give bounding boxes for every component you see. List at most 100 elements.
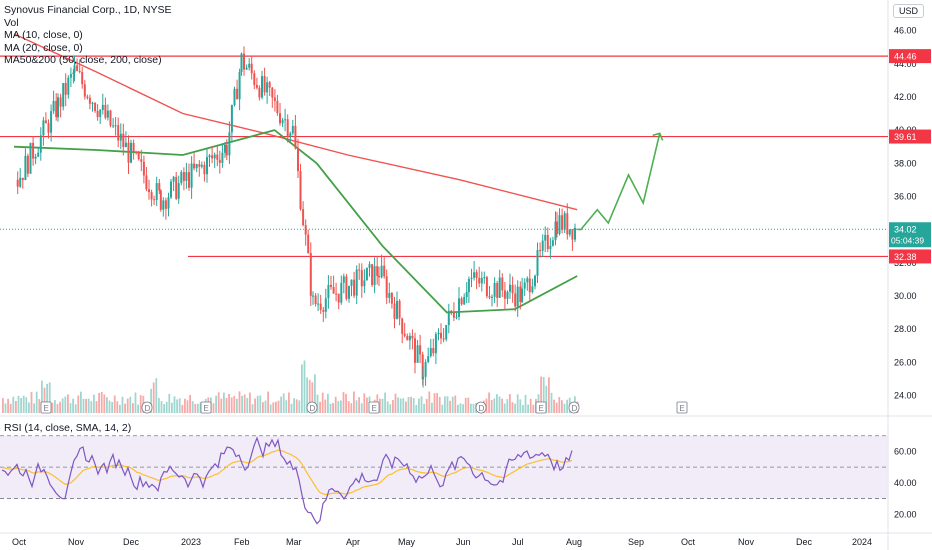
volume-bars bbox=[2, 360, 579, 413]
candle-body bbox=[37, 152, 40, 157]
event-marker bbox=[141, 401, 153, 414]
volume-bar bbox=[121, 396, 124, 413]
candle-body bbox=[460, 298, 463, 305]
candle-body bbox=[371, 264, 374, 285]
volume-bar bbox=[108, 400, 111, 413]
volume-bar bbox=[516, 394, 519, 413]
candle-body bbox=[521, 288, 524, 303]
candle-body bbox=[437, 332, 440, 335]
volume-bar bbox=[259, 395, 262, 413]
rsi-ma-line bbox=[1, 449, 573, 496]
candle-body bbox=[78, 70, 81, 72]
candle-body bbox=[556, 221, 558, 234]
candle-body bbox=[221, 152, 224, 163]
volume-bar bbox=[506, 399, 509, 413]
candle-body bbox=[445, 325, 448, 340]
time-axis-label: 2024 bbox=[852, 537, 872, 547]
candle-body bbox=[218, 159, 221, 163]
volume-bar bbox=[316, 394, 319, 413]
candle-body bbox=[263, 76, 266, 93]
candle-body bbox=[424, 362, 427, 377]
volume-bar bbox=[194, 403, 197, 413]
volume-bar bbox=[220, 398, 223, 413]
time-axis-label: May bbox=[398, 537, 416, 547]
candle-body bbox=[327, 284, 330, 299]
candle-body bbox=[159, 190, 162, 210]
candle-body bbox=[324, 298, 327, 312]
candle-body bbox=[531, 286, 534, 293]
candle-body bbox=[203, 164, 206, 175]
candle-body bbox=[101, 104, 104, 110]
candle-body bbox=[73, 65, 76, 73]
candle-body bbox=[94, 102, 97, 111]
candle-body bbox=[422, 376, 425, 380]
volume-bar bbox=[7, 398, 9, 413]
volume-bar bbox=[176, 399, 178, 413]
time-axis-label: Jun bbox=[456, 537, 471, 547]
candle-body bbox=[554, 221, 557, 241]
candle-body bbox=[258, 87, 261, 98]
projection-path bbox=[577, 133, 661, 231]
volume-bar bbox=[106, 397, 108, 413]
candle-body bbox=[236, 88, 239, 100]
candle-body bbox=[271, 87, 274, 98]
candle-body bbox=[240, 53, 243, 72]
candle-body bbox=[140, 159, 143, 162]
volume-bar bbox=[501, 398, 503, 413]
candle-body bbox=[442, 338, 445, 340]
candle-body bbox=[114, 125, 117, 127]
volume-bar bbox=[332, 403, 334, 413]
volume-bar bbox=[282, 393, 285, 413]
event-marker-label: D bbox=[479, 404, 485, 413]
event-marker-label: D bbox=[572, 404, 578, 413]
volume-bar bbox=[189, 395, 191, 413]
candle-body bbox=[175, 176, 178, 199]
volume-bar bbox=[324, 399, 327, 413]
candle-body bbox=[376, 266, 379, 276]
volume-bar bbox=[321, 392, 324, 413]
candle-body bbox=[408, 335, 411, 341]
volume-bar bbox=[126, 398, 129, 413]
volume-bar bbox=[402, 398, 405, 413]
currency-button[interactable]: USD bbox=[892, 4, 924, 18]
candle-body bbox=[112, 125, 115, 127]
candle-body bbox=[501, 277, 504, 291]
volume-bar bbox=[384, 392, 386, 413]
candle-body bbox=[299, 171, 302, 210]
candle-body bbox=[255, 84, 258, 88]
candle-body bbox=[158, 183, 161, 191]
candle-body bbox=[514, 293, 517, 307]
volume-bar bbox=[184, 398, 186, 413]
candle-body bbox=[88, 97, 91, 104]
volume-bar bbox=[82, 398, 85, 413]
candle-body bbox=[32, 142, 35, 159]
volume-bar bbox=[353, 391, 355, 413]
candle-body bbox=[16, 179, 19, 187]
volume-bar bbox=[275, 401, 277, 413]
volume-bar bbox=[288, 392, 290, 413]
candle-body bbox=[211, 155, 214, 159]
candle-body bbox=[470, 277, 473, 279]
rsi-legend: RSI (14, close, SMA, 14, 2) bbox=[4, 422, 132, 434]
volume-bar bbox=[360, 403, 363, 413]
volume-bar bbox=[566, 399, 568, 413]
candle-body bbox=[52, 100, 55, 112]
volume-bar bbox=[155, 378, 158, 413]
volume-bar bbox=[498, 396, 501, 413]
candle-body bbox=[483, 277, 486, 279]
volume-bar bbox=[67, 394, 69, 413]
volume-bar bbox=[2, 398, 4, 413]
event-marker-label: E bbox=[204, 404, 209, 413]
candle-body bbox=[302, 209, 305, 226]
candle-body bbox=[332, 287, 335, 294]
volume-bar bbox=[168, 393, 171, 413]
time-axis-label: Sep bbox=[628, 537, 644, 547]
candle-body bbox=[122, 133, 125, 147]
candle-body bbox=[72, 72, 75, 74]
time-axis-label: Nov bbox=[738, 537, 755, 547]
volume-bar bbox=[334, 396, 337, 413]
volume-bar bbox=[74, 404, 77, 413]
volume-bar bbox=[428, 391, 431, 413]
candle-body bbox=[198, 164, 201, 167]
